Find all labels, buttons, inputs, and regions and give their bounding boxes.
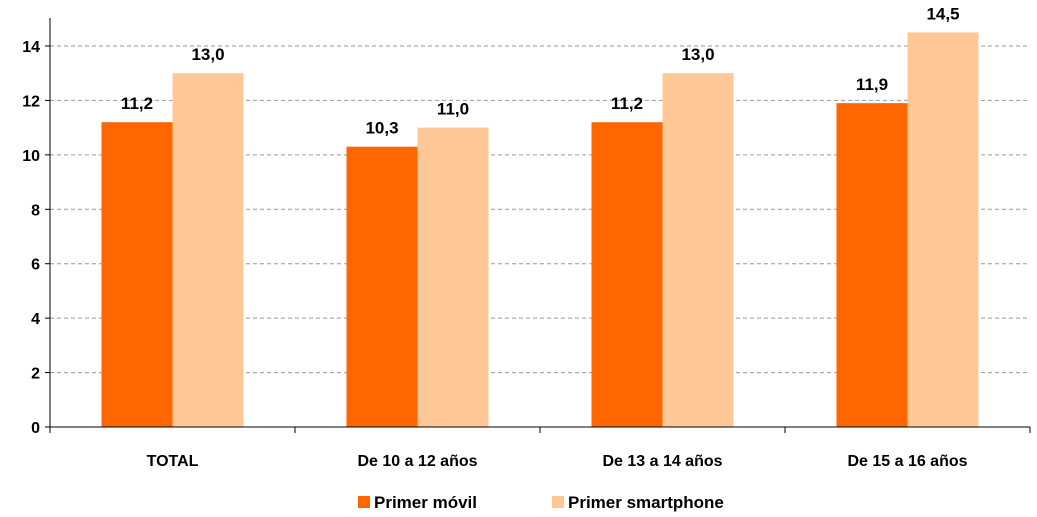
y-tick-label: 2 <box>31 366 40 383</box>
x-category-label: De 15 a 16 años <box>847 453 967 470</box>
data-label: 13,0 <box>191 45 224 64</box>
legend-swatch <box>358 496 370 508</box>
x-category-label: De 10 a 12 años <box>357 453 477 470</box>
bar <box>662 73 734 427</box>
y-tick-label: 14 <box>22 39 40 56</box>
bar <box>346 146 418 427</box>
legend-swatch <box>552 496 564 508</box>
bar <box>836 103 908 428</box>
y-tick-label: 8 <box>31 202 40 219</box>
data-label: 11,0 <box>437 100 469 119</box>
y-tick-label: 6 <box>31 257 40 274</box>
y-axis-ticks: 0 2 4 6 8 10 12 14 <box>22 39 50 437</box>
bar <box>417 127 489 428</box>
data-labels: 11,2 13,0 10,3 11,0 11,2 13,0 11,9 14,5 <box>121 4 960 137</box>
data-label: 11,2 <box>611 94 643 113</box>
x-category-label: TOTAL <box>147 453 199 470</box>
data-label: 11,2 <box>121 94 153 113</box>
legend-label: Primer móvil <box>374 493 477 512</box>
bar <box>172 73 244 427</box>
y-tick-label: 12 <box>22 93 40 110</box>
x-axis-categories: TOTAL De 10 a 12 años De 13 a 14 años De 15… <box>147 453 968 470</box>
x-category-label: De 13 a 14 años <box>602 453 722 470</box>
data-label: 14,5 <box>926 4 959 23</box>
legend-label: Primer smartphone <box>568 493 724 512</box>
bar <box>907 32 979 428</box>
bar <box>101 122 173 427</box>
data-label: 13,0 <box>681 45 714 64</box>
y-tick-label: 0 <box>31 420 40 437</box>
bar <box>591 122 663 427</box>
legend: Primer móvil Primer smartphone <box>358 493 724 512</box>
axes <box>49 18 1031 433</box>
y-tick-label: 4 <box>31 311 40 328</box>
data-label: 11,9 <box>856 75 888 94</box>
y-tick-label: 10 <box>22 148 40 165</box>
data-label: 10,3 <box>365 119 398 138</box>
bars <box>101 32 979 428</box>
